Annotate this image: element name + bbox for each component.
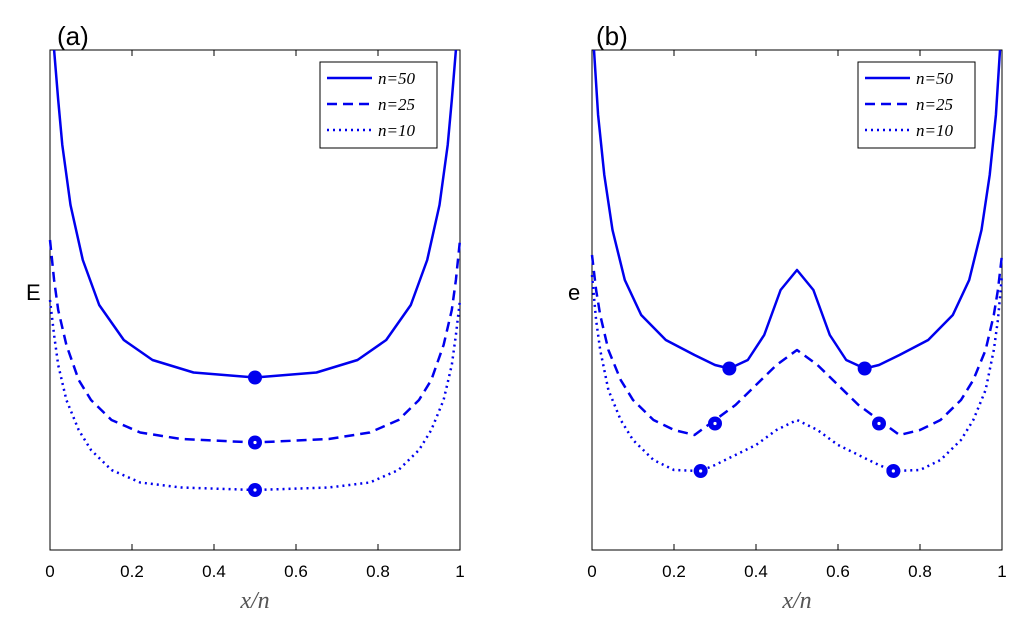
- panel-b-series: [590, 49, 1004, 478]
- x-tick-label: 0.4: [202, 562, 226, 581]
- legend-label-n10: n=10: [916, 121, 953, 140]
- panel-b-legend-box: [857, 61, 976, 149]
- panel-a-legend: n=50 n=25 n=10: [319, 61, 438, 149]
- panel-a: (a) E 0 0.2 0.4 0.6 0.8 1 x/n n=50 n=25 n=10: [26, 21, 465, 614]
- panel-a-x-ticks: 0 0.2 0.4 0.6 0.8 1: [45, 50, 465, 581]
- minimum-marker: [857, 361, 872, 376]
- x-tick-label: 0.2: [120, 562, 144, 581]
- x-tick-label: 0: [587, 562, 596, 581]
- minimum-marker-center: [253, 440, 257, 445]
- series-line-n25: [590, 254, 1004, 437]
- panel-b-x-ticks: 0 0.2 0.4 0.6 0.8 1: [587, 50, 1007, 581]
- legend-label-n25: n=25: [378, 95, 415, 114]
- x-tick-label: 0.6: [284, 562, 308, 581]
- minimum-marker-center: [891, 469, 895, 473]
- panel-a-ylabel: E: [26, 280, 41, 305]
- panel-b-label: (b): [596, 21, 628, 51]
- panel-b-legend: n=50 n=25 n=10: [857, 61, 976, 149]
- legend-label-n50: n=50: [378, 69, 415, 88]
- panel-a-label: (a): [57, 21, 89, 51]
- series-line-n10: [590, 274, 1004, 473]
- minimum-marker: [722, 361, 737, 376]
- panel-a-legend-box: [319, 61, 438, 149]
- x-tick-label: 1: [455, 562, 464, 581]
- panel-b-ylabel: e: [568, 280, 580, 305]
- x-tick-label: 0.8: [908, 562, 932, 581]
- legend-label-n50: n=50: [916, 69, 953, 88]
- panel-b-xlabel: x/n: [781, 588, 811, 614]
- x-tick-label: 0.2: [662, 562, 686, 581]
- legend-label-n10: n=10: [378, 121, 415, 140]
- minimum-marker-center: [699, 469, 703, 473]
- minimum-marker-center: [253, 488, 257, 492]
- x-tick-label: 1: [997, 562, 1006, 581]
- legend-label-n25: n=25: [916, 95, 953, 114]
- series-line-n50: [592, 49, 1002, 370]
- panel-b: (b) e 0 0.2 0.4 0.6 0.8 1 x/n n=50 n=25 n=10: [568, 21, 1007, 614]
- panel-a-series: [48, 49, 462, 497]
- x-tick-label: 0.4: [744, 562, 768, 581]
- x-tick-label: 0.6: [826, 562, 850, 581]
- panel-b-axes-box: [591, 49, 1003, 551]
- minimum-marker-center: [713, 421, 717, 426]
- x-tick-label: 0: [45, 562, 54, 581]
- x-tick-label: 0.8: [366, 562, 390, 581]
- panel-a-xlabel: x/n: [239, 588, 269, 614]
- minimum-marker-center: [877, 421, 881, 426]
- series-line-n25: [48, 239, 462, 444]
- series-line-n10: [48, 299, 462, 492]
- minimum-marker: [248, 370, 262, 385]
